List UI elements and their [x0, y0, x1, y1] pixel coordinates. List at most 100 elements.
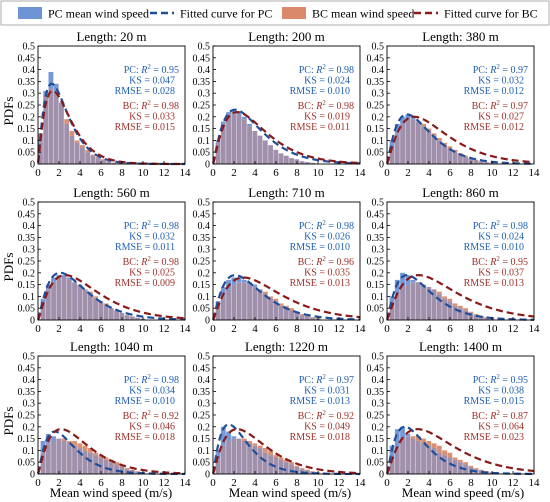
pc-stats-r2: PC: R2 = 0.95 [124, 63, 179, 76]
bar-overlap [236, 282, 242, 320]
bar-overlap [389, 459, 395, 474]
bar-overlap [252, 445, 258, 474]
x-tick-label: 4 [426, 167, 432, 179]
y-tick-label: 0.35 [193, 233, 211, 244]
bar-overlap [400, 123, 405, 164]
panel-1: Length: 200 m0 2 4 6 8 10 12 1400.050.10.150.20… [193, 29, 367, 179]
x-tick-label: 6 [273, 323, 279, 335]
pc-stats-ks: KS = 0.024 [478, 232, 524, 243]
bar-overlap [394, 294, 400, 320]
panel-title: Length: 200 m [248, 29, 325, 44]
bc-stats-ks: KS = 0.049 [304, 422, 350, 433]
bar-overlap [252, 130, 258, 164]
bar-overlap [310, 317, 315, 320]
bar-upper [283, 305, 289, 309]
panel-title: Length: 20 m [76, 29, 146, 44]
bar-upper [252, 284, 258, 287]
bar-overlap [405, 436, 411, 474]
y-tick-label: 0.1 [198, 446, 211, 457]
bar-overlap [405, 284, 411, 320]
bar-upper [273, 455, 279, 458]
bc-stats-ks: KS = 0.035 [304, 268, 350, 279]
bc-stats-r2: BC: R2 = 0.98 [298, 99, 354, 112]
x-tick-label: 2 [56, 477, 62, 489]
y-tick-label: 0.35 [367, 387, 385, 398]
y-tick-label: 0.15 [367, 124, 385, 135]
x-tick-label: 14 [355, 323, 367, 335]
y-tick-label: 0.45 [193, 363, 211, 374]
bar-overlap [415, 440, 421, 474]
bar-overlap [431, 289, 437, 320]
bar-overlap [278, 153, 284, 164]
x-tick-label: 8 [468, 323, 474, 335]
panel-4: Length: 710 m0 2 4 6 8 10 12 1400.050.10.150.20… [193, 185, 367, 335]
bar-upper [241, 116, 247, 120]
y-tick-label: 0.4 [372, 65, 385, 76]
x-tick-label: 12 [508, 167, 519, 179]
bar-upper [468, 311, 474, 313]
y-tick-label: 0.3 [23, 399, 36, 410]
bc-stats-rmse: RMSE = 0.013 [290, 278, 350, 289]
bar-overlap [108, 308, 114, 320]
bar-overlap [278, 305, 284, 320]
bar-overlap [310, 162, 315, 164]
bar-overlap [72, 282, 77, 320]
y-tick-label: 0.3 [372, 89, 385, 100]
panel-title: Length: 1040 m [70, 339, 153, 354]
pc-stats-ks: KS = 0.024 [304, 76, 350, 87]
bar-upper [247, 123, 252, 127]
bar-overlap [283, 462, 289, 474]
pc-stats-r2: PC: R2 = 0.98 [299, 63, 354, 76]
y-tick-label: 0.3 [23, 245, 36, 256]
x-tick-label: 14 [529, 323, 541, 335]
bc-fitted-curve [37, 89, 185, 166]
bar-overlap [436, 140, 442, 164]
bar-overlap [299, 315, 305, 320]
pc-stats-ks: KS = 0.032 [478, 76, 524, 87]
legend: PC mean wind speed Fitted curve for PC BC … [0, 0, 550, 26]
x-tick-label: 12 [159, 167, 170, 179]
bar-overlap [257, 289, 263, 320]
bar-upper [268, 450, 273, 456]
panel-3: Length: 560 m0 2 4 6 8 10 12 1400.050.10.150.20… [18, 185, 192, 335]
panel-title: Length: 1220 m [245, 339, 328, 354]
bar-upper [93, 452, 98, 456]
bar-overlap [400, 286, 405, 320]
legend-label-2: BC mean wind speed [312, 7, 414, 21]
bar-upper [468, 465, 474, 467]
bar-upper [220, 426, 226, 446]
bar-overlap [463, 310, 468, 320]
bar-overlap [436, 452, 442, 474]
pc-stats-ks: KS = 0.026 [304, 232, 350, 243]
bar-overlap [442, 455, 447, 474]
y-tick-label: 0.2 [198, 268, 211, 279]
bar-overlap [241, 282, 247, 320]
bar-overlap [484, 317, 489, 320]
x-tick-label: 2 [56, 323, 62, 335]
bar-overlap [90, 155, 96, 164]
bar-overlap [273, 149, 279, 164]
bar-overlap [106, 161, 112, 164]
y-tick-label: 0.25 [367, 101, 385, 112]
x-tick-label: 6 [273, 167, 279, 179]
bar-upper [226, 112, 231, 115]
x-tick-label: 4 [426, 323, 432, 335]
pc-stats-rmse: RMSE = 0.010 [115, 396, 175, 407]
y-tick-label: 0.2 [372, 112, 385, 123]
bar-upper [90, 154, 96, 156]
panel-7: Length: 1220 m0 2 4 6 8 10 12 1400.050.10.150.2… [193, 339, 367, 489]
x-tick-label: 10 [487, 323, 499, 335]
y-tick-label: 0.3 [198, 245, 211, 256]
y-tick-label: 0.45 [18, 53, 36, 64]
pc-fitted-curve [212, 108, 361, 165]
bar-overlap [304, 162, 310, 164]
bar-overlap [114, 310, 119, 320]
x-tick-label: 6 [98, 477, 104, 489]
bc-fitted-curve [386, 428, 535, 475]
y-tick-label: 0 [30, 160, 35, 171]
bar-overlap [410, 282, 416, 320]
bar-overlap [215, 142, 221, 164]
x-tick-label: 0 [210, 477, 216, 489]
x-axis-label-col-3: Mean wind speed (m/s) [402, 485, 524, 500]
